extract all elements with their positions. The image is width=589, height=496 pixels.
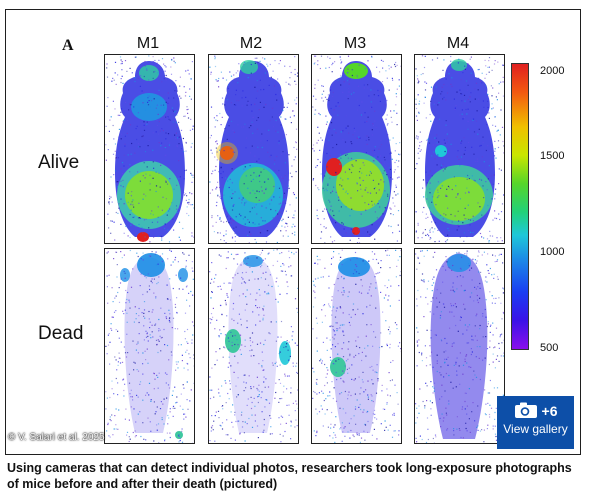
image-dead-m3	[311, 248, 402, 444]
image-caption: Using cameras that can detect individual…	[7, 461, 572, 491]
row-label-dead: Dead	[38, 323, 84, 344]
column-label-m4: M4	[446, 35, 470, 52]
image-dead-m4	[414, 248, 505, 444]
colorbar-tick-500: 500	[540, 342, 559, 354]
colorbar-tick-1000: 1000	[540, 246, 565, 258]
view-gallery-button[interactable]: +6 View gallery	[497, 396, 574, 449]
row-label-alive: Alive	[38, 152, 80, 173]
colorbar-tick-2000: 2000	[540, 65, 565, 77]
image-alive-m4	[414, 54, 505, 244]
image-dead-m2	[208, 248, 299, 444]
column-label-m1: M1	[136, 35, 160, 52]
image-dead-m1	[104, 248, 195, 444]
gallery-label: View gallery	[503, 422, 568, 436]
camera-icon	[514, 402, 537, 418]
image-alive-m3	[311, 54, 402, 244]
image-alive-m2	[208, 54, 299, 244]
colorbar-tick-1500: 1500	[540, 150, 565, 162]
column-label-m3: M3	[343, 35, 367, 52]
gallery-button-top: +6	[497, 402, 574, 419]
intensity-colorbar	[511, 63, 529, 350]
image-alive-m1	[104, 54, 195, 244]
panel-letter: A	[62, 37, 74, 54]
mouse-photon-emission-figure: A M1 M2 M3 M4 Alive Dead	[5, 9, 581, 455]
column-label-m2: M2	[239, 35, 263, 52]
image-credit: © V. Salari et al. 2025	[8, 432, 105, 443]
gallery-count: +6	[541, 402, 558, 419]
